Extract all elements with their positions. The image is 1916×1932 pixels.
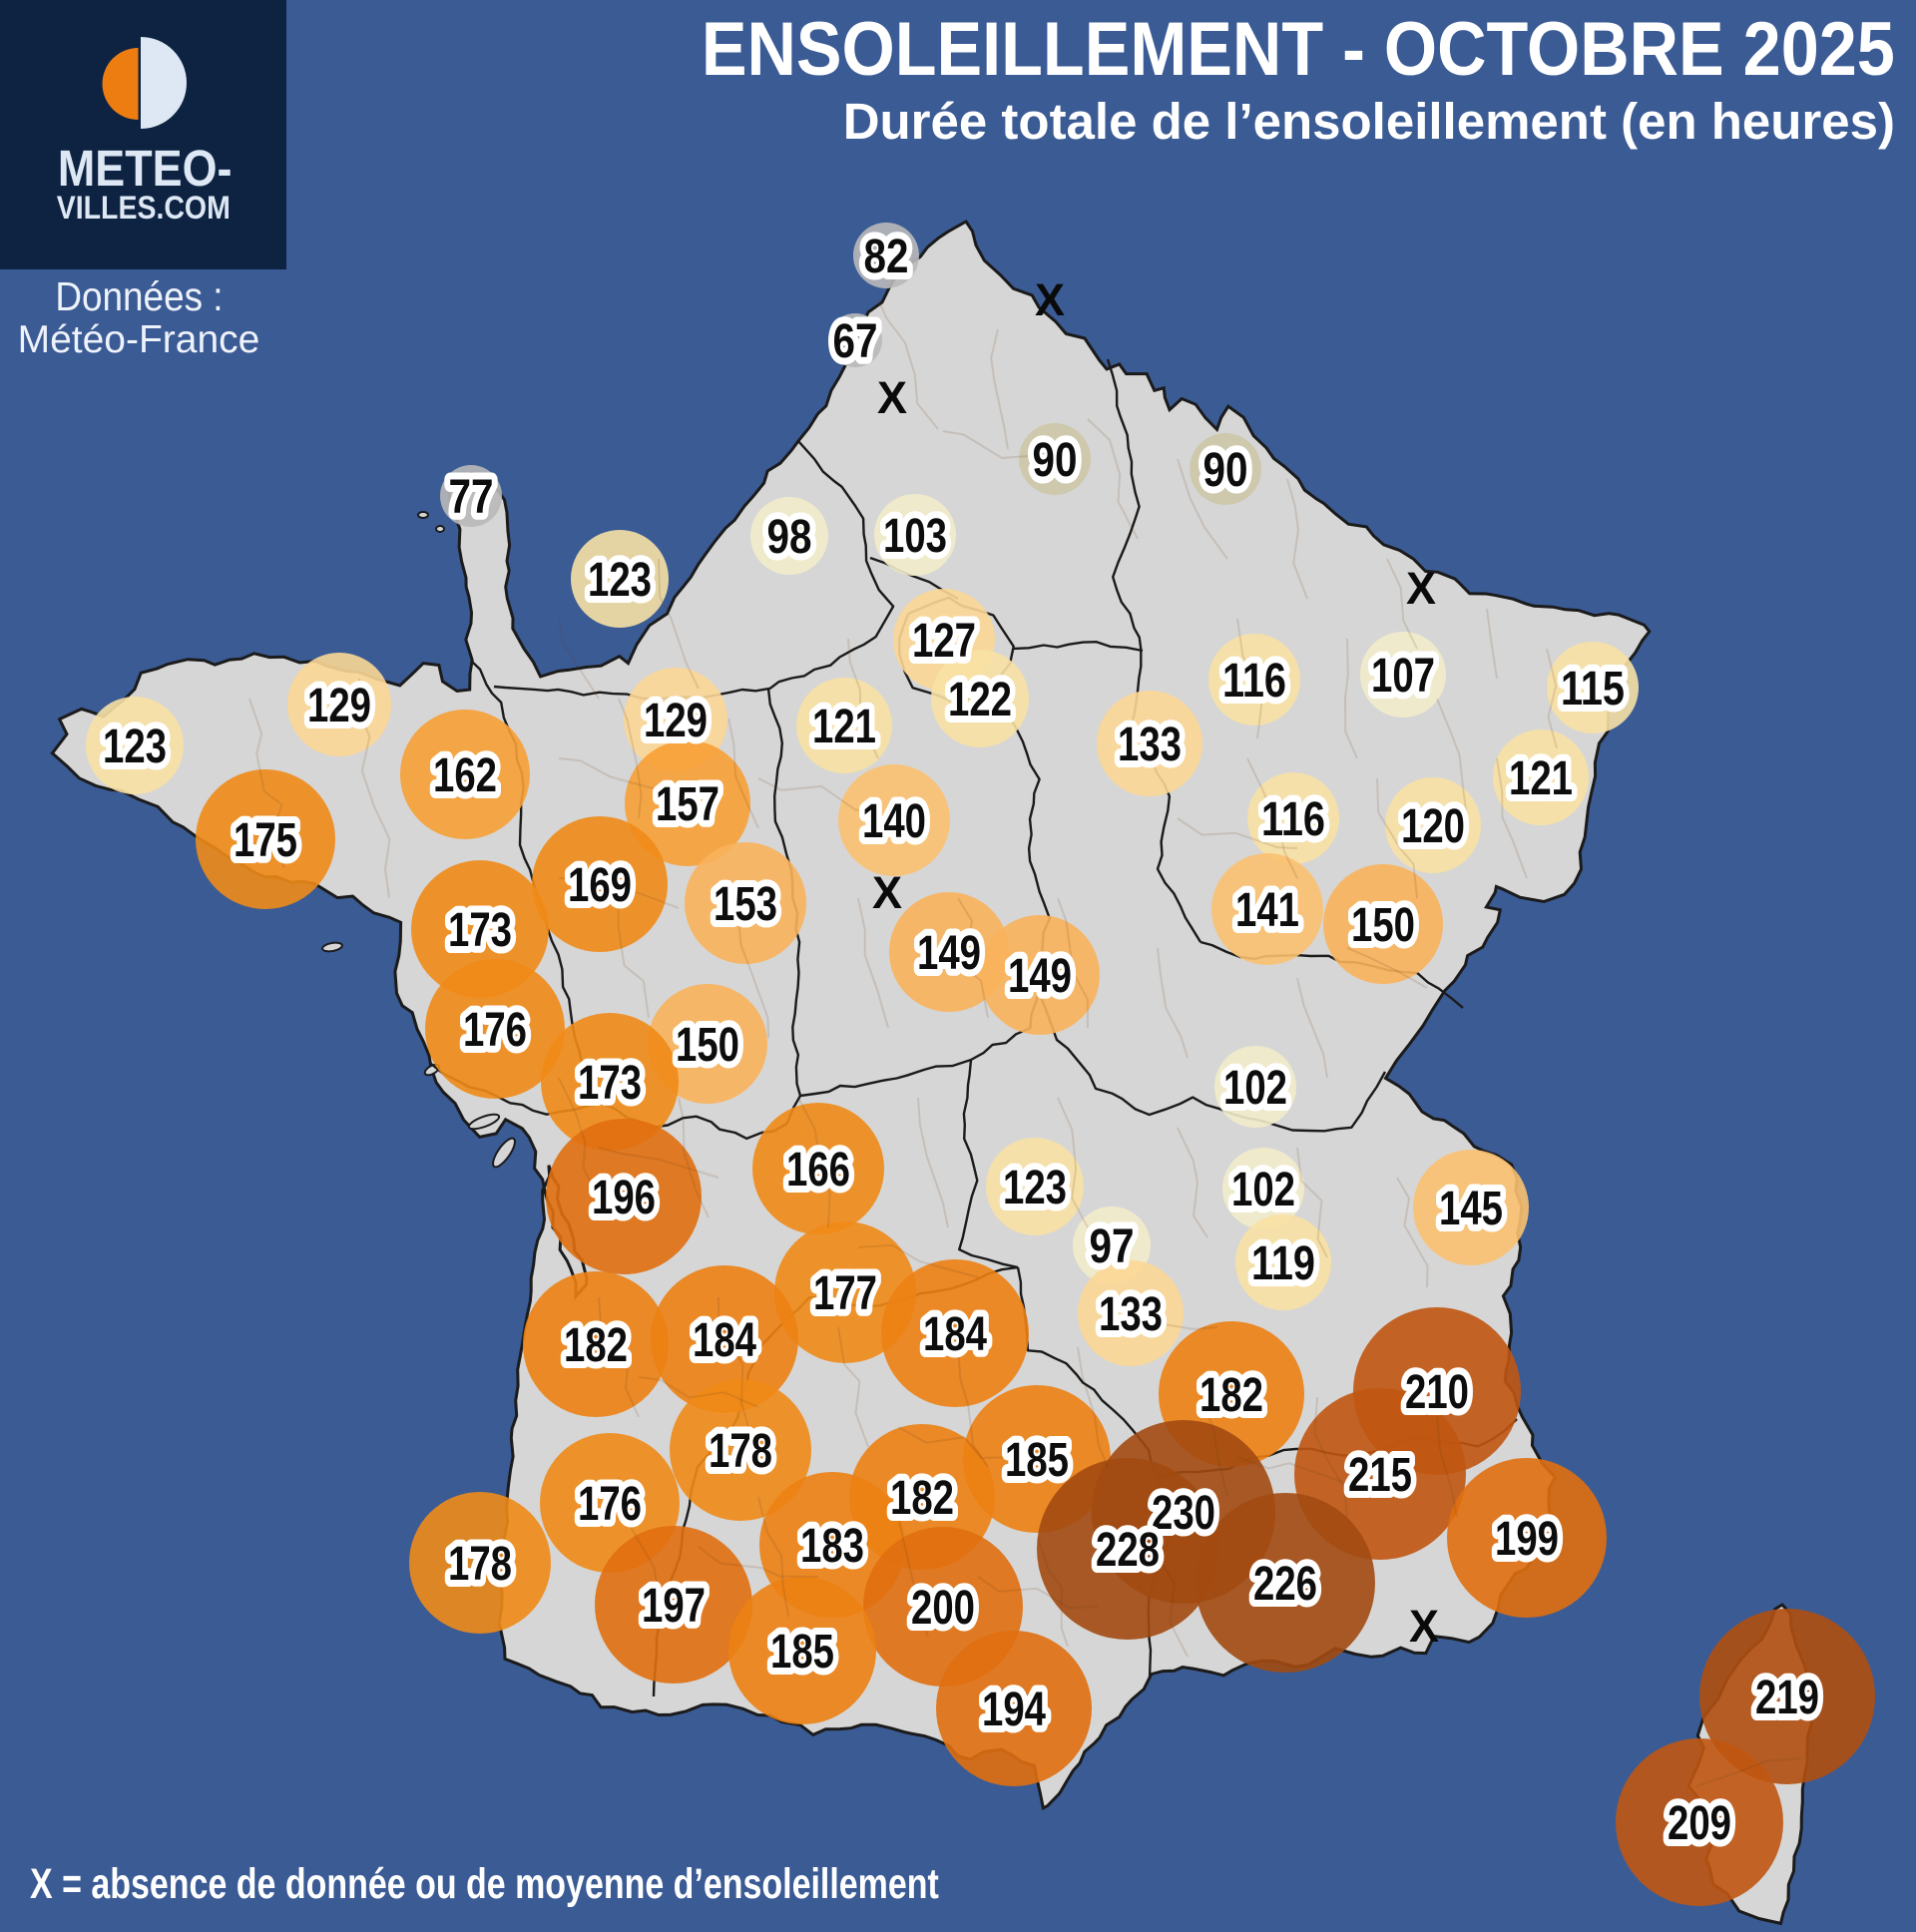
- svg-text:184: 184: [923, 1308, 987, 1361]
- svg-text:X: X: [1406, 563, 1436, 614]
- svg-text:123: 123: [103, 721, 167, 773]
- svg-text:149: 149: [917, 927, 981, 980]
- svg-text:119: 119: [1251, 1237, 1315, 1290]
- svg-text:121: 121: [1509, 752, 1573, 805]
- svg-text:228: 228: [1096, 1524, 1160, 1577]
- svg-text:67: 67: [833, 315, 878, 368]
- svg-text:230: 230: [1152, 1487, 1215, 1540]
- svg-text:102: 102: [1231, 1164, 1295, 1216]
- svg-text:X: X: [872, 867, 902, 918]
- svg-text:127: 127: [912, 615, 976, 668]
- svg-text:157: 157: [656, 778, 719, 831]
- svg-text:129: 129: [644, 695, 708, 747]
- svg-text:219: 219: [1755, 1672, 1819, 1724]
- svg-text:173: 173: [578, 1057, 642, 1110]
- svg-text:185: 185: [1005, 1434, 1069, 1487]
- svg-text:77: 77: [449, 471, 494, 524]
- svg-text:215: 215: [1348, 1449, 1412, 1502]
- svg-text:90: 90: [1033, 434, 1078, 487]
- svg-text:185: 185: [770, 1626, 834, 1679]
- svg-text:196: 196: [592, 1172, 656, 1224]
- svg-text:X: X: [1409, 1601, 1439, 1652]
- svg-text:133: 133: [1118, 719, 1182, 771]
- svg-text:90: 90: [1203, 444, 1248, 497]
- svg-text:116: 116: [1222, 655, 1286, 708]
- svg-text:82: 82: [864, 231, 909, 283]
- svg-text:107: 107: [1371, 650, 1435, 703]
- svg-text:199: 199: [1495, 1513, 1559, 1566]
- svg-text:200: 200: [911, 1582, 975, 1635]
- svg-text:175: 175: [234, 814, 297, 867]
- svg-text:210: 210: [1405, 1366, 1469, 1419]
- svg-text:182: 182: [564, 1319, 628, 1372]
- svg-text:122: 122: [948, 674, 1012, 726]
- svg-text:121: 121: [812, 701, 876, 753]
- svg-text:183: 183: [800, 1520, 864, 1573]
- svg-text:103: 103: [883, 510, 947, 563]
- svg-text:176: 176: [463, 1004, 527, 1057]
- svg-text:176: 176: [578, 1478, 642, 1531]
- svg-text:129: 129: [307, 680, 371, 732]
- svg-text:173: 173: [448, 904, 512, 957]
- svg-text:194: 194: [982, 1684, 1046, 1736]
- svg-text:182: 182: [1199, 1369, 1263, 1422]
- svg-text:116: 116: [1261, 793, 1325, 846]
- svg-text:102: 102: [1223, 1062, 1287, 1115]
- svg-text:120: 120: [1401, 800, 1465, 853]
- svg-text:184: 184: [693, 1314, 756, 1367]
- svg-text:140: 140: [862, 795, 926, 848]
- svg-text:X: X: [877, 372, 907, 423]
- svg-text:145: 145: [1439, 1183, 1503, 1235]
- svg-text:178: 178: [448, 1538, 512, 1591]
- svg-text:115: 115: [1561, 663, 1625, 716]
- svg-text:209: 209: [1668, 1797, 1731, 1850]
- svg-text:153: 153: [714, 878, 777, 931]
- svg-text:150: 150: [676, 1019, 739, 1072]
- svg-text:97: 97: [1090, 1220, 1135, 1273]
- svg-text:98: 98: [767, 511, 812, 564]
- svg-text:X: X: [1035, 274, 1065, 325]
- svg-text:149: 149: [1008, 950, 1072, 1003]
- svg-text:197: 197: [642, 1580, 706, 1633]
- svg-text:133: 133: [1099, 1288, 1163, 1341]
- svg-text:123: 123: [588, 554, 652, 607]
- svg-text:166: 166: [786, 1144, 850, 1197]
- svg-text:226: 226: [1253, 1558, 1317, 1611]
- svg-text:162: 162: [433, 749, 497, 802]
- svg-text:150: 150: [1351, 899, 1415, 952]
- svg-text:178: 178: [709, 1425, 772, 1478]
- svg-text:169: 169: [568, 859, 632, 912]
- svg-text:177: 177: [813, 1267, 877, 1320]
- svg-text:182: 182: [890, 1472, 954, 1525]
- svg-text:141: 141: [1235, 884, 1299, 937]
- svg-text:123: 123: [1003, 1162, 1067, 1214]
